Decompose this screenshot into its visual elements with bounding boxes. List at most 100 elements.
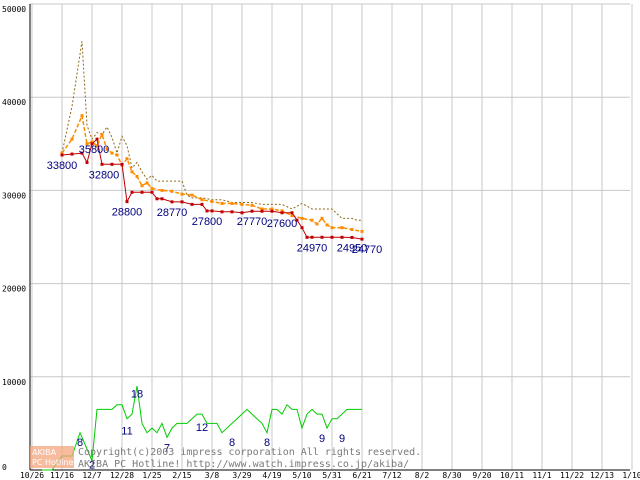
x-tick-label: 3/8: [205, 471, 220, 480]
count-data-label: 8: [264, 437, 270, 449]
data-point-min-price: [170, 200, 174, 204]
price-data-label: 24770: [352, 244, 383, 256]
data-point-avg-price: [320, 216, 324, 220]
data-point-min-price: [85, 160, 89, 164]
data-point-min-price: [240, 211, 244, 215]
data-point-min-price: [150, 190, 154, 194]
data-point-avg-price: [90, 140, 94, 144]
data-point-min-price: [300, 226, 304, 230]
x-tick-label: 7/12: [382, 471, 401, 480]
y-tick-label: 40000: [2, 98, 26, 107]
data-point-avg-price: [210, 200, 214, 204]
price-data-label: 32800: [89, 169, 120, 181]
chart-axes: 0 10000 20000 30000 40000 50000 10/26 11/16 12/7…: [2, 4, 640, 480]
data-point-min-price: [340, 235, 344, 239]
data-point-avg-price: [180, 192, 184, 196]
x-tick-label: 1/10: [622, 471, 640, 480]
price-data-label: 27600: [267, 218, 298, 230]
x-tick-label: 5/10: [292, 471, 311, 480]
data-point-avg-price: [95, 144, 99, 148]
data-point-avg-price: [360, 229, 364, 233]
copyright-watermark: AKIBA PC Hotline! Copyright(c)2003 impre…: [30, 446, 421, 470]
data-point-avg-price: [145, 181, 149, 185]
data-point-avg-price: [250, 203, 254, 207]
data-point-min-price: [230, 210, 234, 214]
data-point-avg-price: [150, 187, 154, 191]
price-data-label: 27800: [192, 216, 223, 228]
data-point-min-price: [360, 237, 364, 241]
x-tick-label: 1/25: [142, 471, 161, 480]
data-point-min-price: [295, 218, 299, 222]
data-point-min-price: [60, 153, 64, 157]
data-point-avg-price: [105, 147, 109, 151]
data-point-avg-price: [330, 226, 334, 230]
series-line-shop-count: [42, 386, 362, 471]
data-point-avg-price: [240, 202, 244, 206]
x-tick-label: 12/13: [590, 471, 614, 480]
data-point-avg-price: [110, 151, 114, 155]
copyright-text: Copyright(c)2003 impress corporation All…: [78, 447, 421, 458]
site-url-text: AKIBA PC Hotline! http://www.watch.impre…: [78, 459, 409, 470]
data-point-avg-price: [315, 222, 319, 226]
data-point-min-price: [125, 200, 129, 204]
data-point-min-price: [140, 190, 144, 194]
chart-series: [42, 41, 364, 471]
count-data-label: 9: [339, 433, 345, 445]
data-point-min-price: [155, 197, 159, 201]
chart-grid: [30, 3, 633, 471]
price-data-label: 28770: [157, 207, 188, 219]
x-tick-label: 11/16: [50, 471, 74, 480]
data-point-min-price: [200, 202, 204, 206]
data-point-avg-price: [290, 214, 294, 218]
data-point-min-price: [320, 235, 324, 239]
y-tick-label: 50000: [2, 5, 26, 14]
akiba-logo-badge: [30, 446, 74, 468]
x-tick-label: 2/15: [172, 471, 191, 480]
x-tick-label: 8/2: [415, 471, 430, 480]
count-data-label: 9: [319, 433, 325, 445]
data-point-avg-price: [85, 142, 89, 146]
price-data-label: 28800: [112, 207, 143, 219]
data-point-avg-price: [115, 153, 119, 157]
data-point-min-price: [100, 162, 104, 166]
x-tick-label: 5/31: [322, 471, 341, 480]
data-point-min-price: [210, 209, 214, 213]
data-point-avg-price: [140, 184, 144, 188]
price-data-label: 24950: [337, 242, 368, 254]
data-point-avg-price: [135, 174, 139, 178]
count-data-label: 12: [196, 422, 208, 434]
data-point-min-price: [70, 152, 74, 156]
data-point-avg-price: [125, 157, 129, 161]
data-point-avg-price: [220, 201, 224, 205]
x-tick-label: 12/7: [82, 471, 101, 480]
data-point-min-price: [95, 137, 99, 141]
x-tick-label: 11/22: [560, 471, 584, 480]
logo-line2: PC Hotline!: [32, 458, 77, 467]
data-point-avg-price: [200, 198, 204, 202]
price-data-label: 24970: [297, 242, 328, 254]
data-point-avg-price: [70, 137, 74, 141]
y-tick-label: 30000: [2, 191, 26, 200]
y-tick-label: 10000: [2, 378, 26, 387]
data-point-avg-price: [350, 228, 354, 232]
series-line-avg-price: [61, 113, 363, 233]
x-tick-label: 9/20: [472, 471, 491, 480]
data-point-avg-price: [260, 207, 264, 211]
data-point-min-price: [270, 209, 274, 213]
price-data-label: 27770: [237, 216, 268, 228]
data-point-min-price: [290, 211, 294, 215]
data-point-min-price: [90, 142, 94, 146]
data-point-avg-price: [340, 226, 344, 230]
count-data-label: 7: [164, 442, 170, 454]
data-point-avg-price: [60, 151, 64, 155]
data-point-min-price: [280, 211, 284, 215]
data-point-min-price: [130, 190, 134, 194]
price-data-label: 33800: [47, 160, 78, 172]
data-point-min-price: [190, 202, 194, 206]
data-point-min-price: [250, 209, 254, 213]
count-data-label: 8: [229, 437, 235, 449]
x-tick-label: 6/21: [352, 471, 371, 480]
data-point-min-price: [110, 162, 114, 166]
